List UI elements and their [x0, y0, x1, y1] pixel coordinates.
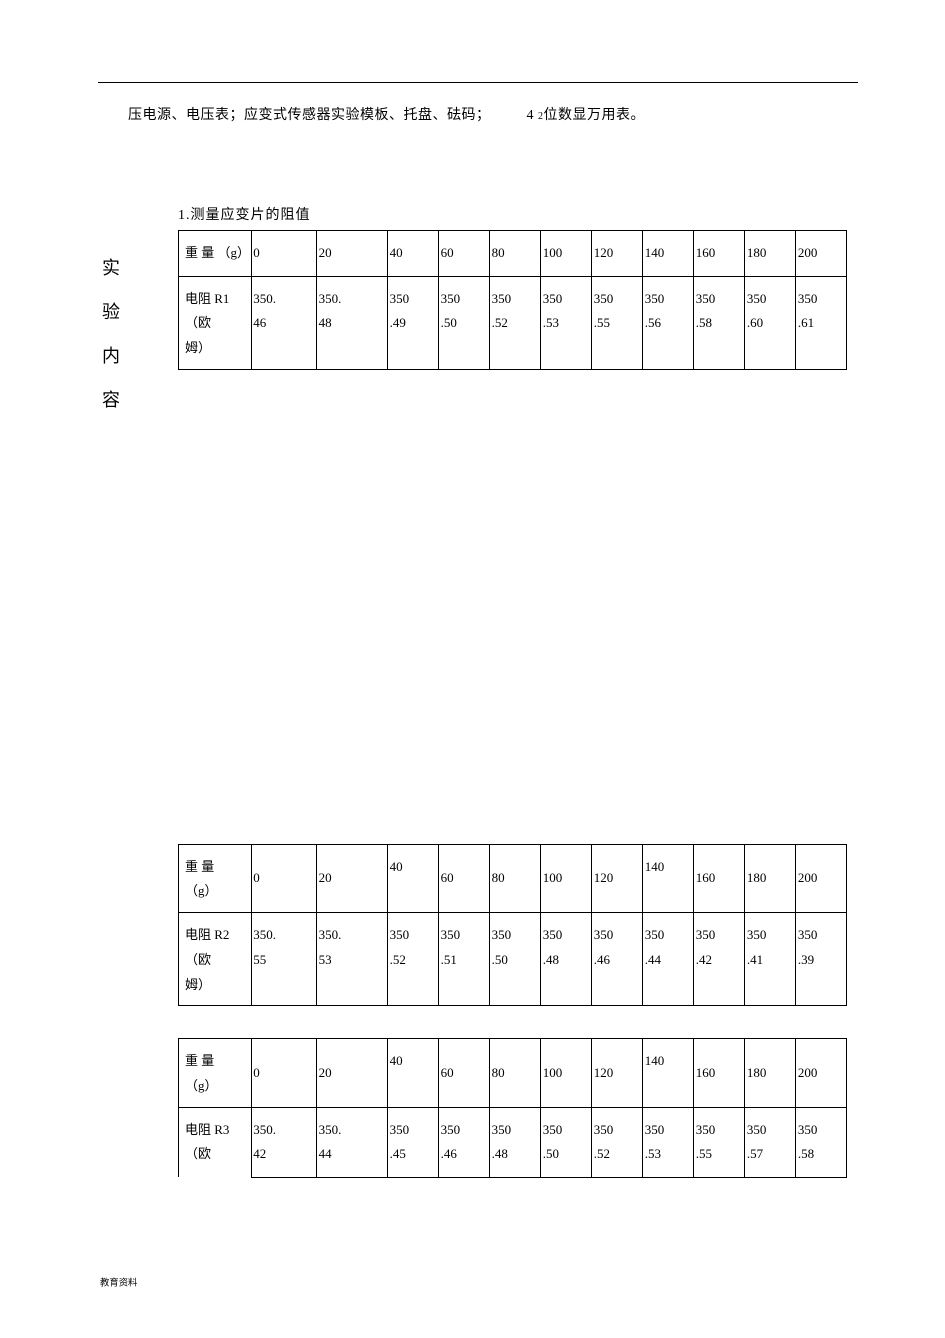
cell: 20: [316, 844, 387, 912]
cell: 350 .46: [438, 1107, 489, 1177]
side-label: 实 验 内 容: [102, 246, 120, 422]
cell: 350 .58: [795, 1107, 846, 1177]
cell: 350 .41: [744, 913, 795, 1006]
table-row: 电阻 R3 （欧 350. 42 350. 44 350 .45 350 .46…: [179, 1107, 847, 1177]
content-wrapper: 实 验 内 容 重 量 （g） 0 20 40 60 80 100 120 14…: [100, 230, 845, 1178]
cell: 40: [387, 231, 438, 277]
cell: 350 .50: [489, 913, 540, 1006]
spacer: [100, 370, 845, 844]
cell: 0: [252, 844, 316, 912]
cell: 200: [795, 231, 846, 277]
table-row: 电阻 R2 （欧 姆） 350. 55 350. 53 350 .52 350 …: [179, 913, 847, 1006]
cell: 80: [489, 231, 540, 277]
cell: 350 .60: [744, 276, 795, 369]
top-description-text: 压电源、电压表；应变式传感器实验模板、托盘、砝码； 4 2位数显万用表。: [128, 104, 845, 124]
cell: 60: [438, 231, 489, 277]
cell: 100: [540, 844, 591, 912]
cell: 350 .52: [591, 1107, 642, 1177]
cell: 20: [316, 1039, 387, 1107]
cell: 350 .51: [438, 913, 489, 1006]
cell: 350 .45: [387, 1107, 438, 1177]
cell: 350 .55: [693, 1107, 744, 1177]
cell: 180: [744, 231, 795, 277]
page: 压电源、电压表；应变式传感器实验模板、托盘、砝码； 4 2位数显万用表。 1.测…: [0, 0, 945, 1338]
cell: 180: [744, 844, 795, 912]
cell: 350 .39: [795, 913, 846, 1006]
row-label: 重 量 （g）: [179, 231, 252, 277]
cell: 350. 53: [316, 913, 387, 1006]
cell: 350 .46: [591, 913, 642, 1006]
table-row: 重 量 （g） 0 20 40 60 80 100 120 140 160 18…: [179, 231, 847, 277]
cell: 350. 42: [252, 1107, 316, 1177]
digit-4: 4: [527, 108, 535, 123]
cell: 160: [693, 1039, 744, 1107]
horizontal-rule: [98, 82, 858, 83]
cell: 140: [642, 844, 693, 912]
footer-text: 教育资料: [100, 1275, 137, 1289]
row-label: 电阻 R1 （欧 姆）: [179, 276, 252, 369]
cell: 350 .56: [642, 276, 693, 369]
cell: 350 .61: [795, 276, 846, 369]
side-char: 内: [102, 334, 120, 378]
cell: 60: [438, 844, 489, 912]
cell: 40: [387, 844, 438, 912]
cell: 350. 44: [316, 1107, 387, 1177]
cell: 120: [591, 231, 642, 277]
cell: 120: [591, 844, 642, 912]
cell: 60: [438, 1039, 489, 1107]
cell: 80: [489, 844, 540, 912]
cell: 350 .57: [744, 1107, 795, 1177]
cell: 350 .50: [540, 1107, 591, 1177]
table-r3: 重 量 （g） 0 20 40 60 80 100 120 140 160 18…: [178, 1038, 847, 1178]
cell: 350 .53: [540, 276, 591, 369]
section-title: 1.测量应变片的阻值: [178, 204, 845, 224]
row-label: 电阻 R2 （欧 姆）: [179, 913, 252, 1006]
table-row: 重 量 （g） 0 20 40 60 80 100 120 140 160 18…: [179, 844, 847, 912]
cell: 100: [540, 231, 591, 277]
row-label: 重 量 （g）: [179, 844, 252, 912]
cell: 160: [693, 231, 744, 277]
table-r1: 重 量 （g） 0 20 40 60 80 100 120 140 160 18…: [178, 230, 847, 370]
cell: 350 .50: [438, 276, 489, 369]
cell: 180: [744, 1039, 795, 1107]
cell: 350 .58: [693, 276, 744, 369]
cell: 350. 46: [252, 276, 316, 369]
cell: 100: [540, 1039, 591, 1107]
cell: 350 .44: [642, 913, 693, 1006]
cell: 350 .48: [540, 913, 591, 1006]
cell: 350 .53: [642, 1107, 693, 1177]
cell: 350 .55: [591, 276, 642, 369]
cell: 350 .48: [489, 1107, 540, 1177]
row-label: 电阻 R3 （欧: [179, 1107, 252, 1177]
spacer: [100, 1006, 845, 1038]
side-char: 容: [102, 378, 120, 422]
cell: 40: [387, 1039, 438, 1107]
cell: 350 .52: [387, 913, 438, 1006]
cell: 200: [795, 844, 846, 912]
cell: 160: [693, 844, 744, 912]
cell: 80: [489, 1039, 540, 1107]
cell: 0: [252, 1039, 316, 1107]
cell: 350. 55: [252, 913, 316, 1006]
table-row: 电阻 R1 （欧 姆） 350. 46 350. 48 350 .49 350 …: [179, 276, 847, 369]
cell: 350 .49: [387, 276, 438, 369]
table-r2: 重 量 （g） 0 20 40 60 80 100 120 140 160 18…: [178, 844, 847, 1006]
side-char: 实: [102, 246, 120, 290]
cell: 0: [252, 231, 316, 277]
row-label: 重 量 （g）: [179, 1039, 252, 1107]
cell: 350. 48: [316, 276, 387, 369]
cell: 200: [795, 1039, 846, 1107]
side-char: 验: [102, 290, 120, 334]
cell: 140: [642, 231, 693, 277]
table-row: 重 量 （g） 0 20 40 60 80 100 120 140 160 18…: [179, 1039, 847, 1107]
cell: 20: [316, 231, 387, 277]
cell: 350 .52: [489, 276, 540, 369]
cell: 120: [591, 1039, 642, 1107]
top-line-suffix: 位数显万用表。: [544, 108, 646, 123]
cell: 140: [642, 1039, 693, 1107]
top-line-prefix: 压电源、电压表；应变式传感器实验模板、托盘、砝码；: [128, 108, 491, 123]
cell: 350 .42: [693, 913, 744, 1006]
